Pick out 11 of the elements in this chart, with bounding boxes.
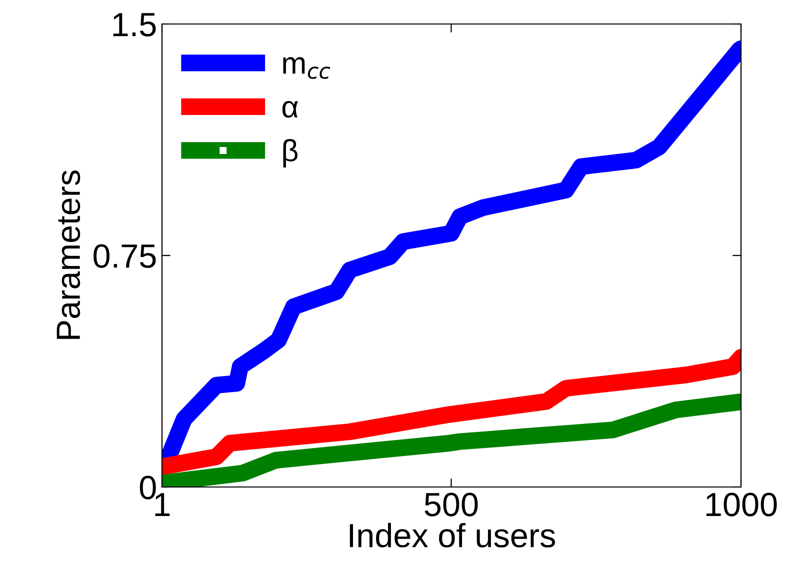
y-tick-label: 1.5 xyxy=(113,13,156,36)
x-tick-label: 1 xyxy=(155,493,170,516)
y-axis-title: Parameters xyxy=(56,170,80,339)
x-tick-label: 1000 xyxy=(706,492,777,516)
y-tick-label: 0.75 xyxy=(94,244,156,268)
legend-label: m$_{cc}$ xyxy=(283,57,330,79)
legend-label: α xyxy=(282,100,298,118)
x-axis-title: Index of users xyxy=(350,522,555,548)
x-tick-label: 500 xyxy=(424,492,478,516)
y-tick-label: 0 xyxy=(140,476,156,500)
legend-label: β xyxy=(283,139,298,168)
